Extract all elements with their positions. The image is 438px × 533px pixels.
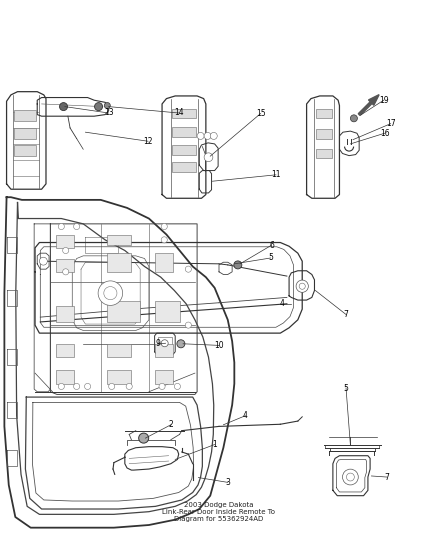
Bar [107,370,131,384]
Text: 2003 Dodge Dakota
Link-Rear Door Inside Remote To
Diagram for 55362924AD: 2003 Dodge Dakota Link-Rear Door Inside … [162,502,276,522]
Text: 19: 19 [379,96,389,104]
Circle shape [161,340,168,347]
Circle shape [104,287,117,300]
Text: 3: 3 [225,478,230,487]
Bar [155,253,173,272]
Circle shape [98,281,123,305]
Circle shape [39,257,47,265]
Text: 7: 7 [384,473,389,481]
Bar [56,370,74,384]
Circle shape [343,469,358,485]
Bar [155,301,180,322]
Circle shape [58,223,64,230]
Bar [107,235,131,245]
Text: 7: 7 [343,310,349,319]
Circle shape [174,383,180,390]
Circle shape [346,473,354,481]
Circle shape [234,261,242,269]
Circle shape [296,280,308,293]
Circle shape [350,115,357,122]
Text: 15: 15 [256,109,265,118]
Circle shape [161,223,167,230]
Text: 4: 4 [243,411,248,420]
Bar [172,162,196,172]
Text: 12: 12 [143,137,153,146]
Circle shape [177,340,185,348]
Bar [56,306,74,322]
Circle shape [60,102,67,111]
Bar [107,301,140,322]
Text: 11: 11 [271,171,281,179]
Bar [107,253,131,272]
Circle shape [109,383,115,390]
Circle shape [63,247,69,254]
Text: 2: 2 [169,421,173,429]
Circle shape [74,383,80,390]
Circle shape [95,102,102,111]
Text: 13: 13 [104,109,113,117]
Circle shape [63,269,69,275]
Text: 4: 4 [280,300,285,308]
Bar [172,145,196,155]
Bar [56,259,74,272]
Text: 1: 1 [212,440,217,449]
Circle shape [139,433,148,443]
Bar [316,129,332,139]
FancyArrow shape [358,95,379,116]
Bar [107,344,131,357]
Circle shape [104,102,110,109]
Circle shape [204,132,211,140]
Text: 5: 5 [268,254,273,262]
Bar [14,128,36,139]
Circle shape [299,283,305,289]
Text: 6: 6 [269,241,274,249]
Bar [155,344,173,357]
Circle shape [161,237,167,243]
Bar [316,149,332,158]
Text: 10: 10 [214,341,224,350]
Circle shape [185,266,191,272]
Bar [14,110,36,121]
Circle shape [159,383,165,390]
Text: 16: 16 [380,129,389,138]
Text: 17: 17 [386,119,396,128]
Circle shape [197,132,204,140]
Circle shape [185,322,191,328]
Bar [155,370,173,384]
Circle shape [85,383,91,390]
Text: 9: 9 [155,340,160,348]
Text: 5: 5 [343,384,349,392]
Circle shape [58,383,64,390]
Bar [172,127,196,137]
Bar [172,109,196,118]
Circle shape [210,132,217,140]
Circle shape [204,153,213,161]
Circle shape [74,223,80,230]
Bar [316,109,332,118]
Bar [14,145,36,156]
Bar [56,235,74,248]
Circle shape [126,383,132,390]
Bar [56,344,74,357]
Text: 14: 14 [174,109,184,117]
